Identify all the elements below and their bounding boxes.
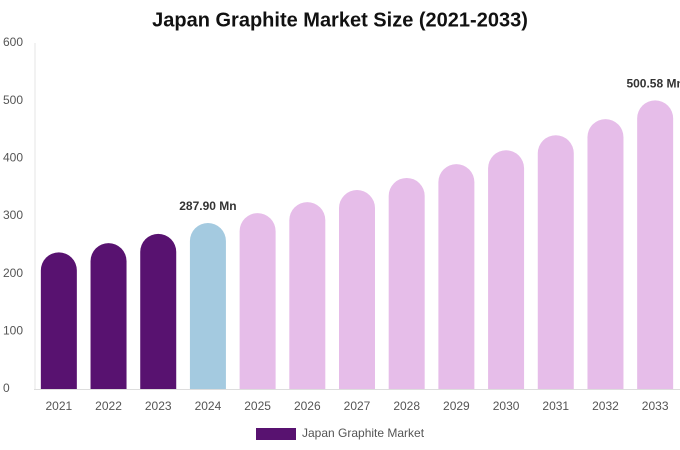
x-tick-label: 2021 [45, 399, 72, 413]
data-label: 287.90 Mn [179, 199, 236, 213]
bar [488, 150, 525, 389]
legend-swatch [256, 428, 296, 440]
bar [289, 202, 326, 389]
chart-title: Japan Graphite Market Size (2021-2033) [152, 9, 528, 31]
bar [438, 164, 475, 389]
x-tick-label: 2023 [145, 399, 172, 413]
x-tick-label: 2022 [95, 399, 122, 413]
x-tick-label: 2033 [642, 399, 669, 413]
x-tick-label: 2032 [592, 399, 619, 413]
x-tick-label: 2026 [294, 399, 321, 413]
x-tick-label: 2024 [195, 399, 222, 413]
bar [339, 190, 375, 389]
bar [388, 177, 425, 389]
y-tick-label: 200 [3, 266, 23, 280]
x-tick-label: 2028 [393, 399, 420, 413]
x-tick-label: 2031 [542, 399, 569, 413]
bar [140, 233, 177, 389]
bar [537, 135, 574, 389]
bar [239, 213, 276, 389]
y-tick-label: 600 [3, 35, 23, 49]
y-tick-label: 500 [3, 93, 23, 107]
legend-label: Japan Graphite Market [302, 426, 425, 440]
x-tick-label: 2029 [443, 399, 470, 413]
data-label: 500.58 Mn [626, 77, 680, 91]
bar [90, 243, 127, 389]
y-tick-label: 400 [3, 151, 23, 165]
bar [587, 119, 624, 389]
y-tick-label: 100 [3, 324, 23, 338]
x-tick-label: 2025 [244, 399, 271, 413]
x-tick-label: 2027 [344, 399, 371, 413]
x-tick-label: 2030 [493, 399, 520, 413]
y-tick-label: 0 [3, 381, 10, 395]
bar [189, 222, 226, 389]
bar [637, 100, 674, 389]
y-tick-label: 300 [3, 208, 23, 222]
bar [40, 252, 77, 389]
